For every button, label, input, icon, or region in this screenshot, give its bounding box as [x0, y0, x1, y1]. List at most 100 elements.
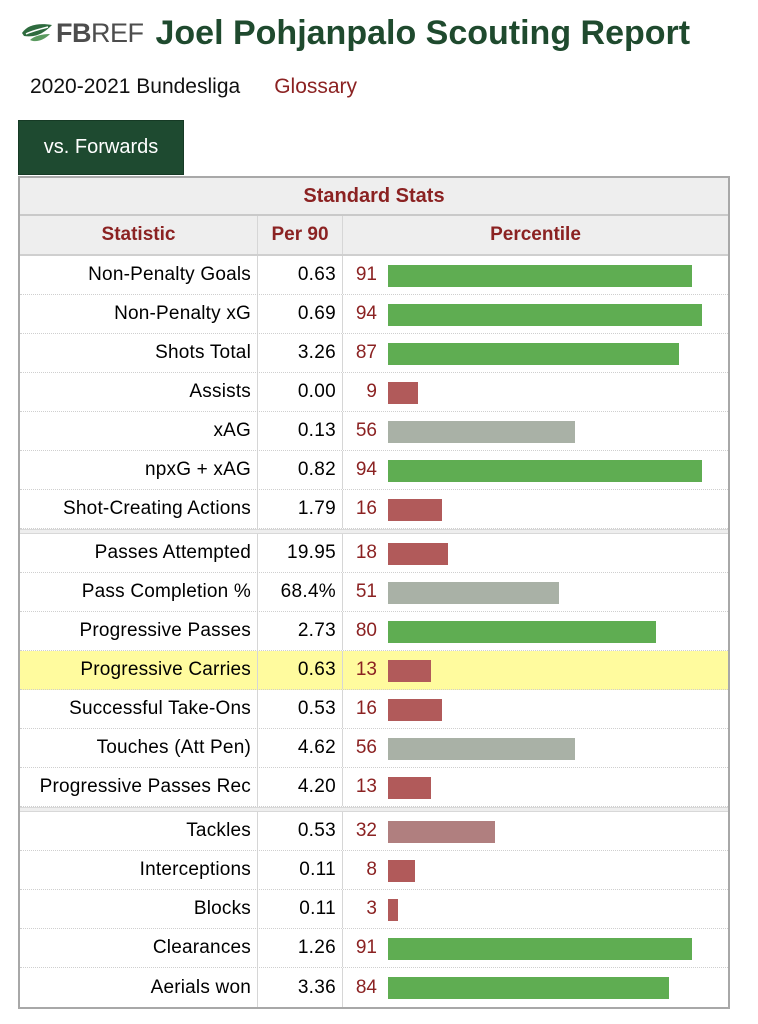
per90-value: 68.4%: [258, 573, 343, 611]
per90-value: 0.69: [258, 295, 343, 333]
stat-name: Aerials won: [20, 968, 258, 1007]
percentile-bar: [388, 343, 679, 365]
percentile-cell: 94: [343, 295, 728, 333]
per90-value: 19.95: [258, 534, 343, 572]
percentile-bar-track: [388, 738, 704, 760]
percentile-bar-track: [388, 977, 704, 999]
tab-vs-forwards[interactable]: vs. Forwards: [18, 120, 184, 175]
percentile-cell: 91: [343, 256, 728, 294]
percentile-bar: [388, 582, 559, 604]
table-row[interactable]: Touches (Att Pen) 4.62 56: [20, 729, 728, 768]
percentile-bar-track: [388, 382, 704, 404]
percentile-bar-track: [388, 421, 704, 443]
per90-value: 0.63: [258, 651, 343, 689]
percentile-value: 18: [355, 542, 377, 563]
percentile-value: 8: [366, 859, 377, 880]
percentile-value: 13: [355, 776, 377, 797]
table-row[interactable]: Blocks 0.11 3: [20, 890, 728, 929]
table-row[interactable]: Shot-Creating Actions 1.79 16: [20, 490, 728, 529]
stat-name: Passes Attempted: [20, 534, 258, 572]
table-row[interactable]: Successful Take-Ons 0.53 16: [20, 690, 728, 729]
stat-name: Non-Penalty Goals: [20, 256, 258, 294]
table-row[interactable]: Progressive Passes 2.73 80: [20, 612, 728, 651]
percentile-cell: 16: [343, 490, 728, 528]
per90-value: 0.11: [258, 851, 343, 889]
table-row[interactable]: Progressive Carries 0.63 13: [20, 651, 728, 690]
stat-name: Progressive Passes Rec: [20, 768, 258, 806]
table-row[interactable]: Assists 0.00 9: [20, 373, 728, 412]
percentile-value: 94: [355, 459, 377, 480]
percentile-bar: [388, 660, 432, 682]
per90-value: 1.79: [258, 490, 343, 528]
page-title: Joel Pohjanpalo Scouting Report: [155, 13, 691, 52]
percentile-value: 87: [355, 342, 377, 363]
percentile-value: 56: [355, 420, 377, 441]
header-statistic[interactable]: Statistic: [20, 216, 258, 254]
table-row[interactable]: Shots Total 3.26 87: [20, 334, 728, 373]
percentile-cell: 32: [343, 812, 728, 850]
table-row[interactable]: Tackles 0.53 32: [20, 812, 728, 851]
per90-value: 2.73: [258, 612, 343, 650]
percentile-value: 9: [366, 381, 377, 402]
percentile-cell: 56: [343, 412, 728, 450]
percentile-bar: [388, 304, 703, 326]
percentile-value: 84: [355, 976, 377, 998]
per90-value: 3.36: [258, 968, 343, 1007]
percentile-cell: 8: [343, 851, 728, 889]
percentile-bar-track: [388, 582, 704, 604]
header-per90[interactable]: Per 90: [258, 216, 343, 254]
stat-name: Blocks: [20, 890, 258, 928]
percentile-value: 32: [355, 820, 377, 841]
per90-value: 1.26: [258, 929, 343, 967]
glossary-link[interactable]: Glossary: [274, 75, 358, 98]
percentile-cell: 13: [343, 768, 728, 806]
stat-name: Pass Completion %: [20, 573, 258, 611]
percentile-cell: 56: [343, 729, 728, 767]
header-percentile[interactable]: Percentile: [490, 224, 581, 245]
stat-name: Shots Total: [20, 334, 258, 372]
table-row[interactable]: Interceptions 0.11 8: [20, 851, 728, 890]
stat-name: Successful Take-Ons: [20, 690, 258, 728]
percentile-bar-track: [388, 460, 704, 482]
percentile-bar-track: [388, 777, 704, 799]
table-row[interactable]: Aerials won 3.36 84: [20, 968, 728, 1007]
percentile-value: 91: [355, 264, 377, 285]
table-row[interactable]: npxG + xAG 0.82 94: [20, 451, 728, 490]
percentile-bar: [388, 421, 576, 443]
table-title: Standard Stats: [20, 178, 728, 216]
table-row[interactable]: Pass Completion % 68.4% 51: [20, 573, 728, 612]
percentile-value: 94: [355, 303, 377, 324]
stat-name: Shot-Creating Actions: [20, 490, 258, 528]
stat-name: Tackles: [20, 812, 258, 850]
per90-value: 0.00: [258, 373, 343, 411]
fbref-leaf-icon: [22, 24, 52, 42]
table-row[interactable]: Passes Attempted 19.95 18: [20, 534, 728, 573]
percentile-bar-track: [388, 699, 704, 721]
fbref-wordmark: FBREF: [56, 17, 144, 48]
percentile-cell: 13: [343, 651, 728, 689]
per90-value: 0.53: [258, 812, 343, 850]
percentile-value: 51: [355, 581, 377, 602]
percentile-bar: [388, 977, 669, 999]
percentile-bar: [388, 938, 693, 960]
percentile-cell: 84: [343, 968, 728, 1007]
percentile-cell: 94: [343, 451, 728, 489]
table-row[interactable]: xAG 0.13 56: [20, 412, 728, 451]
per90-value: 0.82: [258, 451, 343, 489]
table-row[interactable]: Progressive Passes Rec 4.20 13: [20, 768, 728, 807]
stat-name: Progressive Passes: [20, 612, 258, 650]
stat-name: npxG + xAG: [20, 451, 258, 489]
percentile-bar-track: [388, 821, 704, 843]
percentile-value: 16: [355, 698, 377, 719]
table-row[interactable]: Non-Penalty Goals 0.63 91: [20, 256, 728, 295]
percentile-bar-track: [388, 621, 704, 643]
percentile-bar-track: [388, 860, 704, 882]
fbref-logo[interactable]: FBREF: [20, 18, 144, 49]
percentile-cell: 51: [343, 573, 728, 611]
percentile-cell: 91: [343, 929, 728, 967]
stat-name: xAG: [20, 412, 258, 450]
percentile-bar: [388, 543, 449, 565]
table-row[interactable]: Non-Penalty xG 0.69 94: [20, 295, 728, 334]
percentile-bar-track: [388, 304, 704, 326]
table-row[interactable]: Clearances 1.26 91: [20, 929, 728, 968]
